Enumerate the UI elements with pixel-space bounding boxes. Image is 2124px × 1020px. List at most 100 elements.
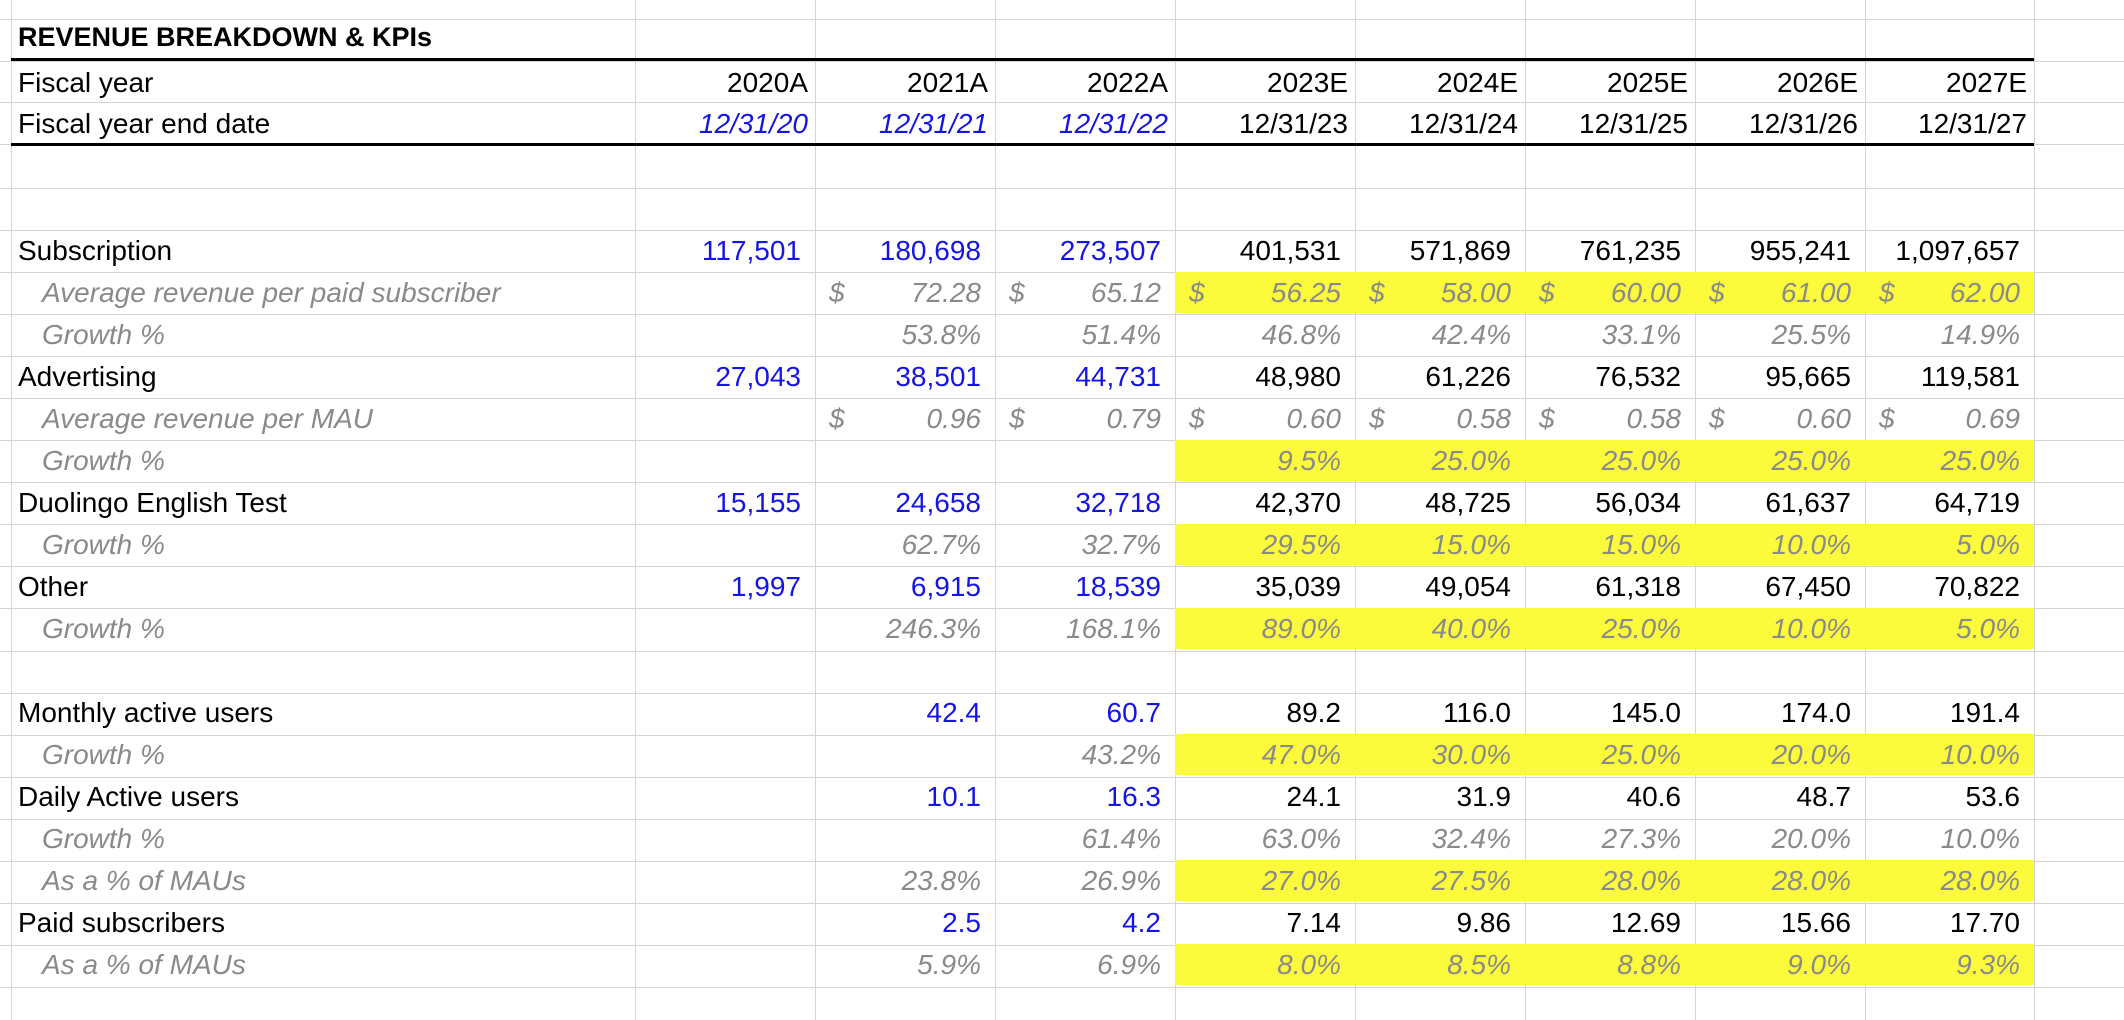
value-cell[interactable] <box>815 734 981 776</box>
value-cell[interactable]: 32.4% <box>1431 823 1511 854</box>
value-cell[interactable]: 70,822 <box>1934 571 2020 602</box>
value-cell[interactable]: 10.0% <box>1940 739 2020 770</box>
value-cell[interactable] <box>815 440 981 482</box>
header-year-cell[interactable]: 2022A <box>1087 67 1168 98</box>
value-cell[interactable]: 6.9% <box>1097 949 1161 980</box>
value-cell[interactable]: 72.28 <box>910 277 981 308</box>
value-cell[interactable] <box>635 776 801 818</box>
header-year-cell[interactable]: 2021A <box>907 67 988 98</box>
value-cell[interactable] <box>635 860 801 902</box>
value-cell[interactable]: 116.0 <box>1443 697 1511 728</box>
value-cell[interactable]: 25.0% <box>1601 739 1681 770</box>
value-cell[interactable]: 23.8% <box>901 865 981 896</box>
value-cell[interactable]: 31.9 <box>1456 781 1512 812</box>
value-cell[interactable]: 20.0% <box>1771 739 1851 770</box>
value-cell[interactable]: 56,034 <box>1595 487 1681 518</box>
value-cell[interactable] <box>635 944 801 986</box>
value-cell[interactable]: 35,039 <box>1255 571 1341 602</box>
value-cell[interactable]: 0.79 <box>1106 403 1162 434</box>
value-cell[interactable]: 63.0% <box>1261 823 1341 854</box>
value-cell[interactable]: 571,869 <box>1409 235 1511 266</box>
row-label[interactable]: Advertising <box>18 361 157 392</box>
value-cell[interactable] <box>1175 650 1341 692</box>
value-cell[interactable]: 9.5% <box>1277 445 1341 476</box>
value-cell[interactable]: 60.7 <box>1106 697 1162 728</box>
value-cell[interactable]: 10.0% <box>1771 529 1851 560</box>
value-cell[interactable]: 117,501 <box>701 235 801 266</box>
header-year-cell[interactable]: 2027E <box>1946 67 2027 98</box>
value-cell[interactable]: 168.1% <box>1066 613 1161 644</box>
value-cell[interactable]: 6,915 <box>910 571 981 602</box>
value-cell[interactable]: 9.3% <box>1956 949 2020 980</box>
value-cell[interactable]: 24.1 <box>1286 781 1342 812</box>
value-cell[interactable]: 25.0% <box>1601 613 1681 644</box>
value-cell[interactable]: 17.70 <box>1949 907 2020 938</box>
value-cell[interactable]: 10.0% <box>1771 613 1851 644</box>
row-label[interactable]: Monthly active users <box>18 697 274 728</box>
value-cell[interactable]: 8.5% <box>1447 949 1511 980</box>
value-cell[interactable] <box>1865 650 2020 692</box>
value-cell[interactable]: 30.0% <box>1431 739 1511 770</box>
value-cell[interactable]: 46.8% <box>1261 319 1341 350</box>
value-cell[interactable]: 0.58 <box>1456 403 1512 434</box>
value-cell[interactable]: 15.66 <box>1780 907 1851 938</box>
value-cell[interactable]: 42,370 <box>1255 487 1341 518</box>
header-end-date-cell[interactable]: 12/31/21 <box>879 108 988 139</box>
header-year-cell[interactable]: 2024E <box>1437 67 1518 98</box>
value-cell[interactable]: 0.58 <box>1626 403 1682 434</box>
value-cell[interactable]: 65.12 <box>1090 277 1161 308</box>
value-cell[interactable]: 145.0 <box>1610 697 1681 728</box>
header-end-date-cell[interactable]: 12/31/24 <box>1409 108 1518 139</box>
value-cell[interactable]: 0.60 <box>1796 403 1852 434</box>
value-cell[interactable] <box>1355 650 1511 692</box>
value-cell[interactable] <box>635 398 801 440</box>
value-cell[interactable]: 61,226 <box>1425 361 1511 392</box>
value-cell[interactable]: 42.4 <box>926 697 982 728</box>
value-cell[interactable] <box>635 902 801 944</box>
value-cell[interactable]: 174.0 <box>1780 697 1851 728</box>
header-end-date-cell[interactable]: 12/31/27 <box>1918 108 2027 139</box>
value-cell[interactable]: 27,043 <box>715 361 801 392</box>
value-cell[interactable]: 40.0% <box>1431 613 1511 644</box>
value-cell[interactable]: 8.0% <box>1277 949 1341 980</box>
header-end-date-cell[interactable]: 12/31/20 <box>699 108 808 139</box>
value-cell[interactable]: 25.0% <box>1601 445 1681 476</box>
subrow-label[interactable]: Average revenue per MAU <box>42 403 373 434</box>
value-cell[interactable]: 24,658 <box>895 487 981 518</box>
value-cell[interactable]: 61,637 <box>1765 487 1851 518</box>
value-cell[interactable]: 5.0% <box>1956 613 2020 644</box>
value-cell[interactable]: 61.00 <box>1780 277 1851 308</box>
value-cell[interactable]: 28.0% <box>1940 865 2020 896</box>
value-cell[interactable]: 180,698 <box>879 235 981 266</box>
value-cell[interactable]: 0.69 <box>1965 403 2021 434</box>
value-cell[interactable] <box>635 314 801 356</box>
value-cell[interactable]: 15.0% <box>1601 529 1681 560</box>
value-cell[interactable] <box>635 692 801 734</box>
value-cell[interactable] <box>635 608 801 650</box>
value-cell[interactable]: 1,097,657 <box>1895 235 2020 266</box>
value-cell[interactable]: 401,531 <box>1239 235 1341 266</box>
value-cell[interactable]: 7.14 <box>1286 907 1342 938</box>
value-cell[interactable]: 56.25 <box>1270 277 1341 308</box>
value-cell[interactable]: 9.0% <box>1787 949 1851 980</box>
value-cell[interactable]: 76,532 <box>1595 361 1681 392</box>
subrow-label[interactable]: As a % of MAUs <box>42 949 246 980</box>
value-cell[interactable]: 273,507 <box>1059 235 1161 266</box>
value-cell[interactable]: 761,235 <box>1579 235 1681 266</box>
value-cell[interactable]: 16.3 <box>1106 781 1162 812</box>
value-cell[interactable] <box>815 818 981 860</box>
fiscal-year-label[interactable]: Fiscal year <box>18 67 154 98</box>
value-cell[interactable]: 53.8% <box>901 319 981 350</box>
value-cell[interactable] <box>635 524 801 566</box>
header-year-cell[interactable]: 2020A <box>727 67 808 98</box>
value-cell[interactable]: 10.1 <box>926 781 982 812</box>
header-year-cell[interactable]: 2023E <box>1267 67 1348 98</box>
value-cell[interactable]: 58.00 <box>1440 277 1511 308</box>
value-cell[interactable]: 40.6 <box>1626 781 1682 812</box>
header-end-date-cell[interactable]: 12/31/23 <box>1239 108 1348 139</box>
value-cell[interactable]: 44,731 <box>1075 361 1161 392</box>
value-cell[interactable]: 14.9% <box>1940 319 2020 350</box>
value-cell[interactable]: 47.0% <box>1261 739 1341 770</box>
value-cell[interactable]: 67,450 <box>1765 571 1851 602</box>
value-cell[interactable]: 33.1% <box>1601 319 1681 350</box>
